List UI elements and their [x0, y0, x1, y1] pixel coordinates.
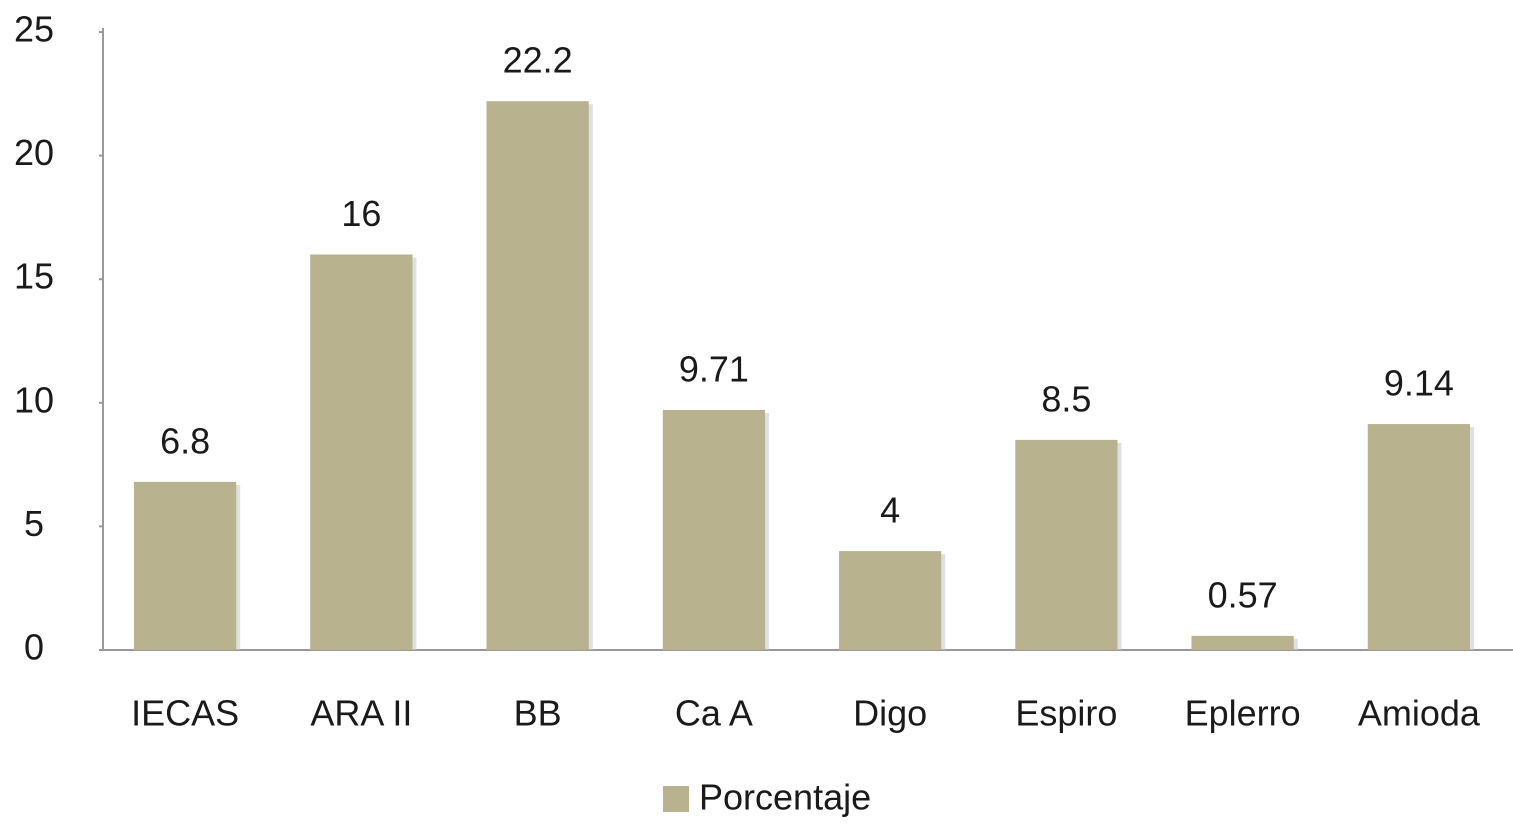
bar — [1367, 424, 1470, 650]
bar — [486, 101, 589, 650]
data-label: 9.14 — [1384, 363, 1454, 404]
data-label: 8.5 — [1041, 378, 1091, 419]
y-tick-label: 0 — [24, 627, 44, 668]
y-tick-label: 5 — [24, 503, 44, 544]
bar — [1015, 439, 1118, 650]
x-tick-label: Digo — [853, 693, 927, 734]
data-label: 9.71 — [679, 348, 749, 389]
y-tick-label: 20 — [14, 132, 54, 173]
bar — [662, 409, 765, 650]
x-tick-label: IECAS — [131, 693, 239, 734]
data-label: 4 — [880, 490, 900, 531]
data-label: 16 — [341, 193, 381, 234]
y-tick-label: 15 — [14, 256, 54, 297]
y-tick-label: 25 — [14, 9, 54, 50]
data-label: 22.2 — [503, 40, 573, 81]
data-label: 6.8 — [160, 420, 210, 461]
x-tick-label: Amioda — [1358, 693, 1481, 734]
x-tick-label: ARA II — [310, 693, 412, 734]
x-tick-label: Ca A — [675, 693, 753, 734]
legend-label: Porcentaje — [699, 777, 871, 818]
bar — [310, 254, 413, 651]
legend-swatch — [663, 786, 689, 812]
bar — [134, 481, 237, 650]
x-tick-label: Eplerro — [1185, 693, 1301, 734]
bar — [839, 551, 942, 650]
x-tick-label: Espiro — [1015, 693, 1117, 734]
x-tick-label: BB — [514, 693, 562, 734]
bar — [1191, 635, 1294, 650]
data-label: 0.57 — [1208, 574, 1278, 615]
y-tick-label: 10 — [14, 379, 54, 420]
